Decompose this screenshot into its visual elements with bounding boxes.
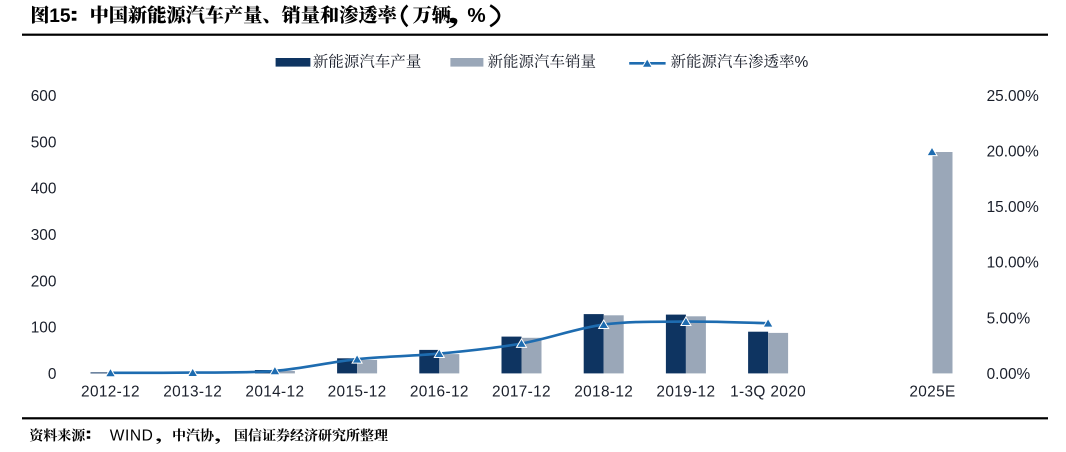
svg-text:%: %	[795, 54, 809, 71]
svg-text:1-3Q 2020: 1-3Q 2020	[730, 384, 806, 401]
svg-text:2018-12: 2018-12	[574, 384, 633, 401]
svg-text:15: 15	[49, 6, 71, 27]
svg-text:15.00%: 15.00%	[987, 199, 1040, 216]
svg-text:600: 600	[31, 88, 57, 105]
svg-text:400: 400	[31, 181, 57, 198]
svg-text:2016-12: 2016-12	[410, 384, 469, 401]
svg-text:25.00%: 25.00%	[987, 88, 1040, 105]
svg-text:20.00%: 20.00%	[987, 144, 1040, 161]
svg-text:2017-12: 2017-12	[492, 384, 551, 401]
svg-text:0: 0	[48, 366, 57, 383]
svg-text:%: %	[467, 4, 485, 27]
svg-text:300: 300	[31, 227, 57, 244]
svg-text:2025E: 2025E	[909, 384, 955, 401]
svg-text:100: 100	[31, 320, 57, 337]
svg-text:2019-12: 2019-12	[656, 384, 715, 401]
svg-text:0.00%: 0.00%	[987, 366, 1031, 383]
svg-text:2015-12: 2015-12	[328, 384, 387, 401]
svg-text:2012-12: 2012-12	[81, 384, 140, 401]
svg-text:2013-12: 2013-12	[163, 384, 222, 401]
svg-text:200: 200	[31, 273, 57, 290]
svg-text:10.00%: 10.00%	[987, 255, 1040, 272]
svg-text:WIND: WIND	[110, 427, 154, 444]
svg-text:500: 500	[31, 134, 57, 151]
svg-text:5.00%: 5.00%	[987, 310, 1031, 327]
svg-text:2014-12: 2014-12	[245, 384, 304, 401]
